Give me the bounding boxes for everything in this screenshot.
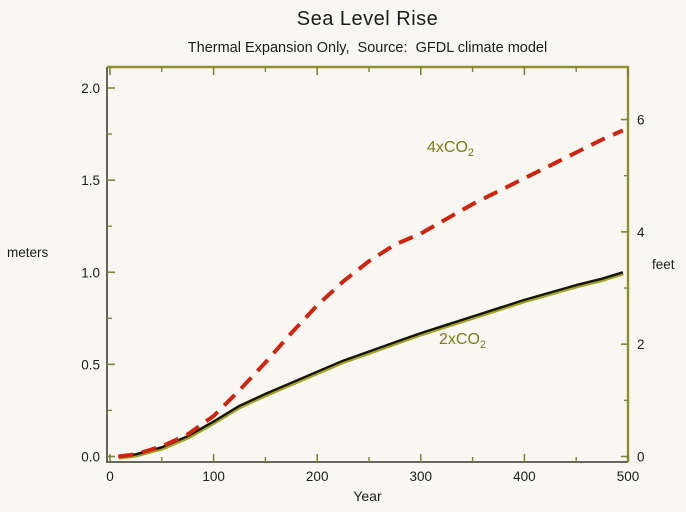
x-tick-label: 200: [306, 469, 329, 484]
y-left-tick-label: 1.0: [81, 265, 100, 280]
y-left-tick-label: 1.5: [81, 173, 100, 188]
series-label-2xco2-subscript: 2: [479, 339, 487, 351]
x-tick-label: 0: [106, 469, 114, 484]
curve-2xco2-fringe: [118, 271, 624, 460]
y-right-tick-label: 2: [637, 337, 645, 352]
chart-title: Sea Level Rise: [296, 8, 439, 30]
y-left-tick-label: 0.5: [81, 357, 100, 372]
y-left-tick-label: 0.0: [81, 450, 100, 465]
y-left-tick-label: 2.0: [81, 81, 100, 96]
y-right-tick-label: 6: [637, 113, 645, 128]
x-tick-label: 400: [513, 469, 536, 484]
y-right-tick-label: 0: [637, 450, 645, 465]
x-tick-label: 100: [202, 469, 225, 484]
series-label-4xco2-text: 4xCO: [427, 139, 468, 156]
y-axis-label-meters: meters: [7, 245, 49, 260]
series-label-2xco2-text: 2xCO: [439, 331, 480, 348]
y-axis-label-feet: feet: [652, 257, 675, 272]
x-axis-label-year: Year: [353, 488, 382, 504]
curve-4xco2: [118, 128, 624, 459]
chart-subtitle: Thermal Expansion Only, Source: GFDL cli…: [187, 40, 548, 56]
x-tick-label: 300: [410, 469, 433, 484]
curve-2xco2: [118, 271, 624, 458]
x-tick-label: 500: [617, 469, 640, 484]
series-label-4xco2: 4xCO2: [427, 139, 474, 159]
y-right-tick-label: 4: [637, 225, 645, 240]
plot-frame-left-bottom: [106, 67, 628, 463]
series-label-2xco2: 2xCO2: [439, 331, 486, 351]
series-label-4xco2-subscript: 2: [467, 147, 475, 159]
